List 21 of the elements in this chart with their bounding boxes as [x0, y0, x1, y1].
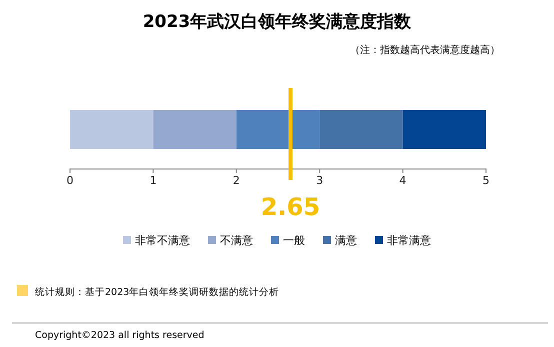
legend-label: 满意: [335, 234, 357, 247]
chart-title: 2023年武汉白领年终奖满意度指数: [142, 12, 412, 32]
x-tick-label: 5: [482, 174, 490, 187]
legend-label: 非常满意: [387, 234, 431, 247]
x-tick-label: 0: [66, 174, 74, 187]
legend-label: 一般: [283, 234, 305, 247]
x-tick-label: 2: [232, 174, 240, 187]
text: Copyright©2023 all rights reserved: [35, 330, 204, 341]
bar: [236, 110, 320, 149]
x-tick-label: 3: [316, 174, 324, 187]
ref-line-label: 2.65: [260, 193, 320, 221]
bar: [402, 110, 486, 149]
x-tick-label: 1: [150, 174, 157, 187]
legend-label: 不满意: [220, 234, 253, 247]
x-tick-label: 4: [399, 174, 406, 187]
bar: [320, 110, 403, 149]
bar: [70, 110, 154, 149]
legend-label: 非常不满意: [135, 234, 190, 247]
bar: [153, 110, 236, 149]
text: 统计规则：基于2023年白领年终奖调研数据的统计分析: [35, 286, 280, 298]
chart-subtitle: （注：指数越高代表满意度越高）: [350, 44, 500, 56]
